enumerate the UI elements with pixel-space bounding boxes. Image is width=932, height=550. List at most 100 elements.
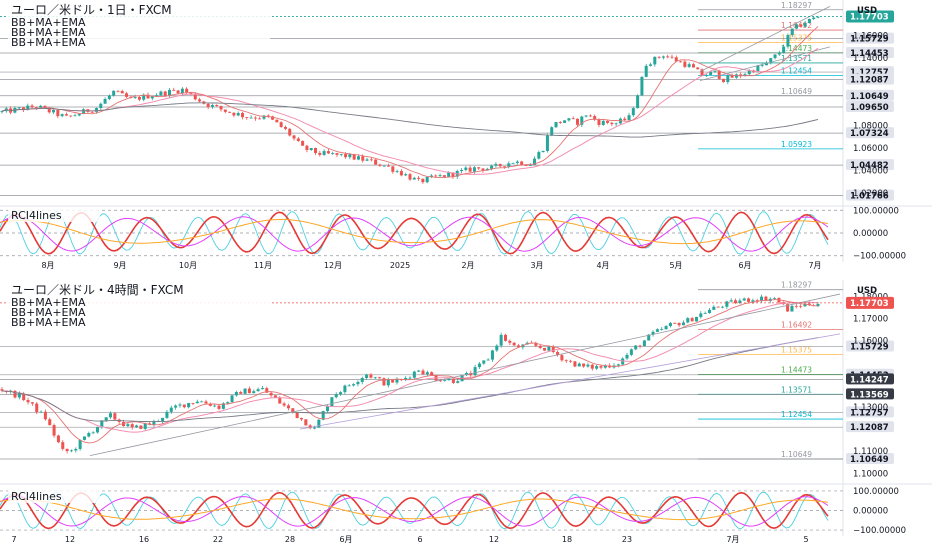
candle <box>169 405 173 414</box>
candle <box>653 56 657 67</box>
candle-body <box>234 391 238 396</box>
candle <box>541 150 545 153</box>
candle <box>742 297 746 301</box>
rci-legend-backdrop <box>8 490 100 503</box>
candle-body <box>167 89 171 96</box>
candle <box>279 121 283 128</box>
candle-body <box>573 361 577 367</box>
candle <box>681 320 685 326</box>
candle-body <box>0 111 4 113</box>
candle-body <box>703 313 707 314</box>
candle-body <box>21 107 25 111</box>
candle <box>305 144 309 153</box>
candle <box>143 422 147 431</box>
candle <box>567 118 571 122</box>
candle-body <box>91 432 95 434</box>
candle-body <box>35 403 39 413</box>
x-tick-label: 9月 <box>113 261 126 270</box>
candle <box>623 116 627 122</box>
candle <box>78 439 82 451</box>
candle <box>629 348 633 357</box>
candle <box>803 20 807 28</box>
candle-body <box>103 99 107 104</box>
candle <box>283 125 287 131</box>
candle-body <box>696 67 700 70</box>
level-tag: 1.09650 <box>850 103 889 113</box>
candle <box>288 127 292 137</box>
candle-body <box>683 61 687 67</box>
candle-body <box>182 404 186 408</box>
candle <box>438 173 442 177</box>
candle <box>636 94 640 109</box>
candle-body <box>365 159 369 161</box>
candle <box>249 115 253 119</box>
candle-body <box>447 378 451 381</box>
candle-body <box>133 97 137 98</box>
candle <box>560 353 564 362</box>
candle-body <box>464 373 468 375</box>
candle <box>795 22 799 30</box>
candle-body <box>322 151 326 155</box>
candle-body <box>312 427 317 429</box>
candle-body <box>673 322 677 324</box>
candle <box>399 169 403 177</box>
y-tick-label: 1.16000 <box>853 32 888 42</box>
candle-body <box>610 122 614 125</box>
candle <box>330 397 334 407</box>
candle-body <box>473 367 477 376</box>
candle-body <box>638 345 642 347</box>
candle <box>187 402 191 409</box>
candle-body <box>438 380 442 382</box>
candle <box>734 298 738 305</box>
candle <box>425 175 429 184</box>
candle <box>304 419 308 426</box>
candle-body <box>206 103 210 107</box>
candle-body <box>700 69 704 76</box>
candle-body <box>56 435 60 443</box>
candle-body <box>22 393 26 401</box>
candle <box>412 370 416 380</box>
candle-body <box>112 90 116 96</box>
candle-body <box>193 93 197 100</box>
candle <box>69 449 73 453</box>
candle-body <box>200 401 204 403</box>
candle <box>52 423 56 438</box>
candle-body <box>296 138 300 141</box>
candle <box>569 359 573 363</box>
candle <box>640 76 644 96</box>
x-tick-label: 12 <box>65 535 75 544</box>
candle-body <box>642 340 646 347</box>
candle-body <box>537 152 541 159</box>
candle-body <box>17 393 21 398</box>
candle-body <box>48 419 52 426</box>
candle-body <box>694 316 698 322</box>
candle-body <box>208 403 212 406</box>
candle-body <box>720 306 725 308</box>
y-tick-label: 1.10000 <box>853 469 888 479</box>
candle-body <box>507 163 511 167</box>
candle-body <box>143 423 147 429</box>
candle-body <box>165 411 169 418</box>
candle-body <box>417 177 421 179</box>
candle-body <box>269 392 273 396</box>
candle <box>649 62 653 67</box>
candle-body <box>180 88 184 94</box>
candle-body <box>520 161 524 166</box>
candle <box>516 343 521 348</box>
candle <box>699 311 703 319</box>
candle-body <box>494 164 498 166</box>
candle <box>373 376 377 380</box>
candle-body <box>606 120 610 123</box>
candle <box>266 114 270 118</box>
candle-body <box>291 408 295 413</box>
candle-body <box>39 105 43 108</box>
candle-body <box>198 99 202 102</box>
y-tick-label: 1.14000 <box>853 54 888 64</box>
candle <box>64 112 68 116</box>
candle-body <box>691 64 695 68</box>
candle <box>434 174 438 178</box>
candle <box>234 390 238 397</box>
candle <box>456 379 460 384</box>
indicator-label: BB+MA+EMA <box>11 296 86 309</box>
candle <box>657 56 661 59</box>
